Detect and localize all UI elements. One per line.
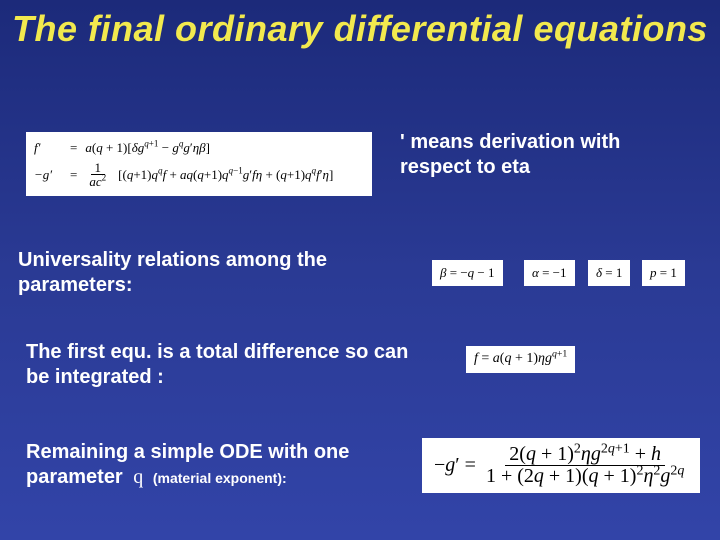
first-equ-label: The first equ. is a total difference so … <box>26 340 416 390</box>
ode-line2: −g′ = 1 ac2 [(q+1)qqf + aq(q+1)qq−1g′fη … <box>34 161 333 189</box>
prime-derivation-note: ' means derivation with respect to eta <box>400 130 680 180</box>
remaining-line1: Remaining a simple ODE with one <box>26 441 349 463</box>
slide-title: The final ordinary differential equation… <box>10 0 710 48</box>
relation-p: p = 1 <box>642 260 685 286</box>
ode-line1: f′ = a(q + 1)[δgq+1 − gqg′ηβ] <box>34 139 333 157</box>
ode-system-box: f′ = a(q + 1)[δgq+1 − gqg′ηβ] −g′ = 1 ac… <box>26 132 372 196</box>
remaining-suffix: (material exponent): <box>153 470 287 486</box>
remaining-q: q <box>133 466 143 488</box>
relation-alpha: α = −1 <box>524 260 575 286</box>
relation-beta: β = −q − 1 <box>432 260 503 286</box>
f-integral-box: f = a(q + 1)ηgq+1 <box>466 346 575 373</box>
universality-label: Universality relations among the paramet… <box>18 248 358 298</box>
remaining-param-word: parameter <box>26 466 123 488</box>
relation-delta: δ = 1 <box>588 260 630 286</box>
final-ode-box: −g′ = 2(q + 1)2ηg2q+1 + h 1 + (2q + 1)(q… <box>422 438 700 493</box>
remaining-ode-label: Remaining a simple ODE with one paramete… <box>26 440 426 490</box>
